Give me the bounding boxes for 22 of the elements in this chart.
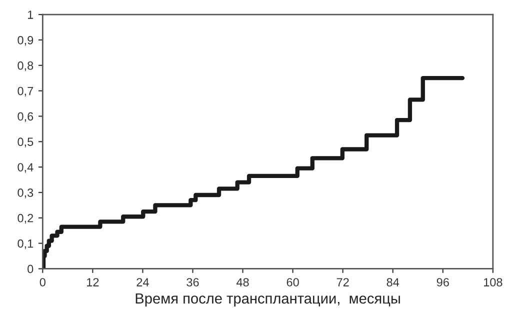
x-axis-title: Время после трансплантации, месяцы <box>136 293 400 307</box>
y-tick-label: 0,9 <box>18 36 34 46</box>
y-tick-label: 0,3 <box>18 188 34 198</box>
x-tick-label: 24 <box>136 278 149 286</box>
x-tick-label: 0 <box>40 278 46 286</box>
x-tick-label: 96 <box>436 278 449 286</box>
y-tick-label: 0,2 <box>18 214 34 224</box>
y-tick-label: 1 <box>28 10 34 19</box>
x-tick-label: 60 <box>286 278 299 286</box>
y-tick-label: 0 <box>28 264 34 274</box>
x-tick-label: 108 <box>484 278 502 286</box>
y-tick-label: 0,4 <box>18 163 34 173</box>
x-tick-label: 84 <box>386 278 400 286</box>
y-tick-label: 0,1 <box>18 239 34 250</box>
x-tick-label: 12 <box>87 278 99 286</box>
x-tick-label: 48 <box>236 278 249 286</box>
x-tick-label: 72 <box>336 278 349 286</box>
y-tick-label: 0,7 <box>18 86 34 97</box>
y-tick-label: 0,5 <box>18 138 34 148</box>
y-tick-label: 0,8 <box>18 61 34 72</box>
y-tick-label: 0,6 <box>18 112 34 122</box>
x-tick-label: 36 <box>186 278 199 286</box>
